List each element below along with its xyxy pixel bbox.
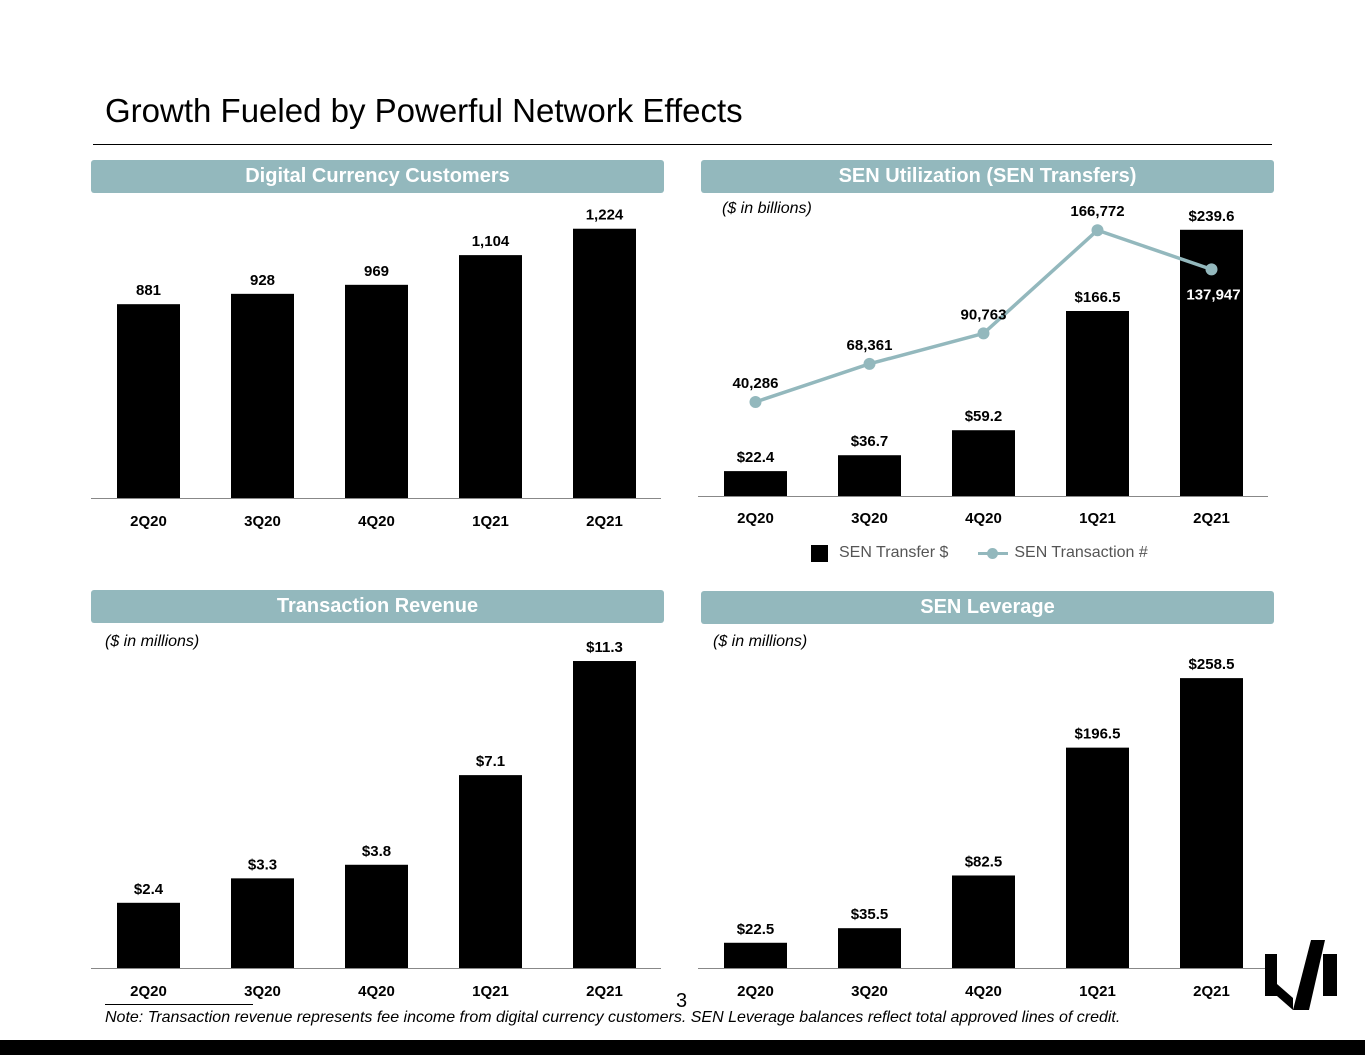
sen-transfers-line-label-2q21: 137,947 bbox=[1186, 286, 1240, 303]
sen-transfers-line-label-1q21: 166,772 bbox=[1070, 203, 1124, 220]
sen-transfers-tick-label-1q21: 1Q21 bbox=[1079, 510, 1116, 527]
sen-leverage-tick-label-2q20: 2Q20 bbox=[737, 983, 774, 1000]
transaction-revenue-bar-label-2q20: $2.4 bbox=[134, 881, 164, 898]
title-divider bbox=[93, 144, 1272, 145]
sen-transfers-units-note: ($ in billions) bbox=[722, 200, 812, 217]
transaction-revenue-bar-2q21 bbox=[573, 661, 636, 968]
customers-bar-label-3q20: 928 bbox=[250, 272, 275, 289]
transaction-revenue-units-note: ($ in millions) bbox=[105, 633, 200, 650]
transaction-revenue-tick-label-1q21: 1Q21 bbox=[472, 983, 509, 1000]
transaction-revenue-bar-3q20 bbox=[231, 878, 294, 968]
line-series-swatch bbox=[978, 545, 1009, 561]
transaction-revenue-bar-2q20 bbox=[117, 902, 180, 968]
sen-leverage-bar-2q21 bbox=[1180, 678, 1243, 968]
transaction-revenue-tick-label-4q20: 4Q20 bbox=[358, 983, 395, 1000]
transaction-revenue-tick-label-2q21: 2Q21 bbox=[586, 983, 623, 1000]
sen-transfers-line-point-2q21 bbox=[1205, 263, 1218, 276]
sen-transfers-line-label-2q20: 40,286 bbox=[733, 375, 779, 392]
customers-bar-label-4q20: 969 bbox=[364, 263, 389, 280]
sen-transfers-tick-label-4q20: 4Q20 bbox=[965, 510, 1002, 527]
note-divider bbox=[105, 1004, 253, 1005]
sen-leverage-bar-1q21 bbox=[1066, 747, 1129, 968]
sen-transfers-bar-label-1q21: $166.5 bbox=[1075, 289, 1121, 306]
sen-leverage-units-note: ($ in millions) bbox=[713, 633, 808, 650]
sen-transfers-bar-label-2q21: $239.6 bbox=[1189, 208, 1235, 225]
sen-leverage-bar-label-4q20: $82.5 bbox=[965, 853, 1003, 870]
sen-transfers-line-label-3q20: 68,361 bbox=[847, 337, 893, 354]
customers-tick-label-3q20: 3Q20 bbox=[244, 513, 281, 530]
sen-leverage-bar-label-2q21: $258.5 bbox=[1189, 656, 1235, 673]
transaction-revenue-tick-label-2q20: 2Q20 bbox=[130, 983, 167, 1000]
customers-chart-header: Digital Currency Customers bbox=[91, 160, 664, 193]
sen-leverage-bar-label-2q20: $22.5 bbox=[737, 921, 775, 938]
customers-bar-1q21 bbox=[459, 255, 522, 498]
sen-leverage-bar-label-3q20: $35.5 bbox=[851, 906, 889, 923]
page-number: 3 bbox=[676, 990, 688, 1012]
sen-transfers-bar-2q20 bbox=[724, 471, 787, 496]
sen-leverage-bar-4q20 bbox=[952, 875, 1015, 968]
transaction-revenue-bar-1q21 bbox=[459, 775, 522, 968]
sen-transfers-tick-label-3q20: 3Q20 bbox=[851, 510, 888, 527]
sen-leverage-bar-label-1q21: $196.5 bbox=[1075, 726, 1121, 743]
sen-transfers-bar-1q21 bbox=[1066, 311, 1129, 496]
transaction-revenue-bar-4q20 bbox=[345, 864, 408, 968]
customers-tick-label-1q21: 1Q21 bbox=[472, 513, 509, 530]
sen-transfers-bar-label-4q20: $59.2 bbox=[965, 408, 1003, 425]
transaction-revenue-chart-header: Transaction Revenue bbox=[91, 590, 664, 623]
sen-transfers-bar-4q20 bbox=[952, 430, 1015, 496]
sen-transfers-line-point-1q21 bbox=[1091, 224, 1104, 237]
brand-logo-icon bbox=[1265, 940, 1337, 1010]
sen-leverage-chart-header: SEN Leverage bbox=[701, 591, 1274, 624]
sen-transfers-bar-3q20 bbox=[838, 455, 901, 496]
footer-band bbox=[0, 1040, 1365, 1055]
transaction-revenue-bar-label-4q20: $3.8 bbox=[362, 843, 391, 860]
sen-transfers-tick-label-2q21: 2Q21 bbox=[1193, 510, 1230, 527]
bar-series-swatch bbox=[811, 544, 828, 562]
customers-bar-4q20 bbox=[345, 284, 408, 498]
customers-bar-2q20 bbox=[117, 304, 180, 498]
sen-leverage-tick-label-4q20: 4Q20 bbox=[965, 983, 1002, 1000]
sen-transfers-chart-header: SEN Utilization (SEN Transfers) bbox=[701, 160, 1274, 193]
sen-leverage-tick-label-3q20: 3Q20 bbox=[851, 983, 888, 1000]
sen-transfers-legend: SEN Transfer $ SEN Transaction # bbox=[811, 544, 1148, 562]
customers-tick-label-2q21: 2Q21 bbox=[586, 513, 623, 530]
customers-bar-label-1q21: 1,104 bbox=[472, 233, 510, 250]
footnote: Note: Transaction revenue represents fee… bbox=[105, 1009, 1121, 1026]
customers-tick-label-2q20: 2Q20 bbox=[130, 513, 167, 530]
sen-leverage-bar-2q20 bbox=[724, 942, 787, 968]
sen-transfers-line-label-4q20: 90,763 bbox=[961, 306, 1007, 323]
customers-bar-2q21 bbox=[573, 228, 636, 498]
sen-transfers-bar-label-3q20: $36.7 bbox=[851, 433, 889, 450]
sen-leverage-bar-3q20 bbox=[838, 928, 901, 968]
sen-transfers-line-point-4q20 bbox=[977, 327, 990, 340]
sen-transfers-bar-label-2q20: $22.4 bbox=[737, 449, 775, 466]
sen-leverage-tick-label-1q21: 1Q21 bbox=[1079, 983, 1116, 1000]
transaction-revenue-bar-label-3q20: $3.3 bbox=[248, 856, 277, 873]
customers-bar-label-2q21: 1,224 bbox=[586, 207, 624, 224]
customers-bar-label-2q20: 881 bbox=[136, 282, 161, 299]
customers-bar-3q20 bbox=[231, 293, 294, 498]
sen-leverage-tick-label-2q21: 2Q21 bbox=[1193, 983, 1230, 1000]
customers-tick-label-4q20: 4Q20 bbox=[358, 513, 395, 530]
sen-transfers-line-point-3q20 bbox=[863, 357, 876, 370]
transaction-revenue-tick-label-3q20: 3Q20 bbox=[244, 983, 281, 1000]
transaction-revenue-bar-label-2q21: $11.3 bbox=[586, 639, 623, 656]
sen-transfers-tick-label-2q20: 2Q20 bbox=[737, 510, 774, 527]
transaction-revenue-bar-label-1q21: $7.1 bbox=[476, 753, 505, 770]
sen-transfers-line-point-2q20 bbox=[749, 395, 762, 408]
legend-bar-label: SEN Transfer $ bbox=[839, 544, 949, 561]
page-title: Growth Fueled by Powerful Network Effect… bbox=[105, 92, 743, 129]
legend-line-label: SEN Transaction # bbox=[1014, 544, 1148, 561]
